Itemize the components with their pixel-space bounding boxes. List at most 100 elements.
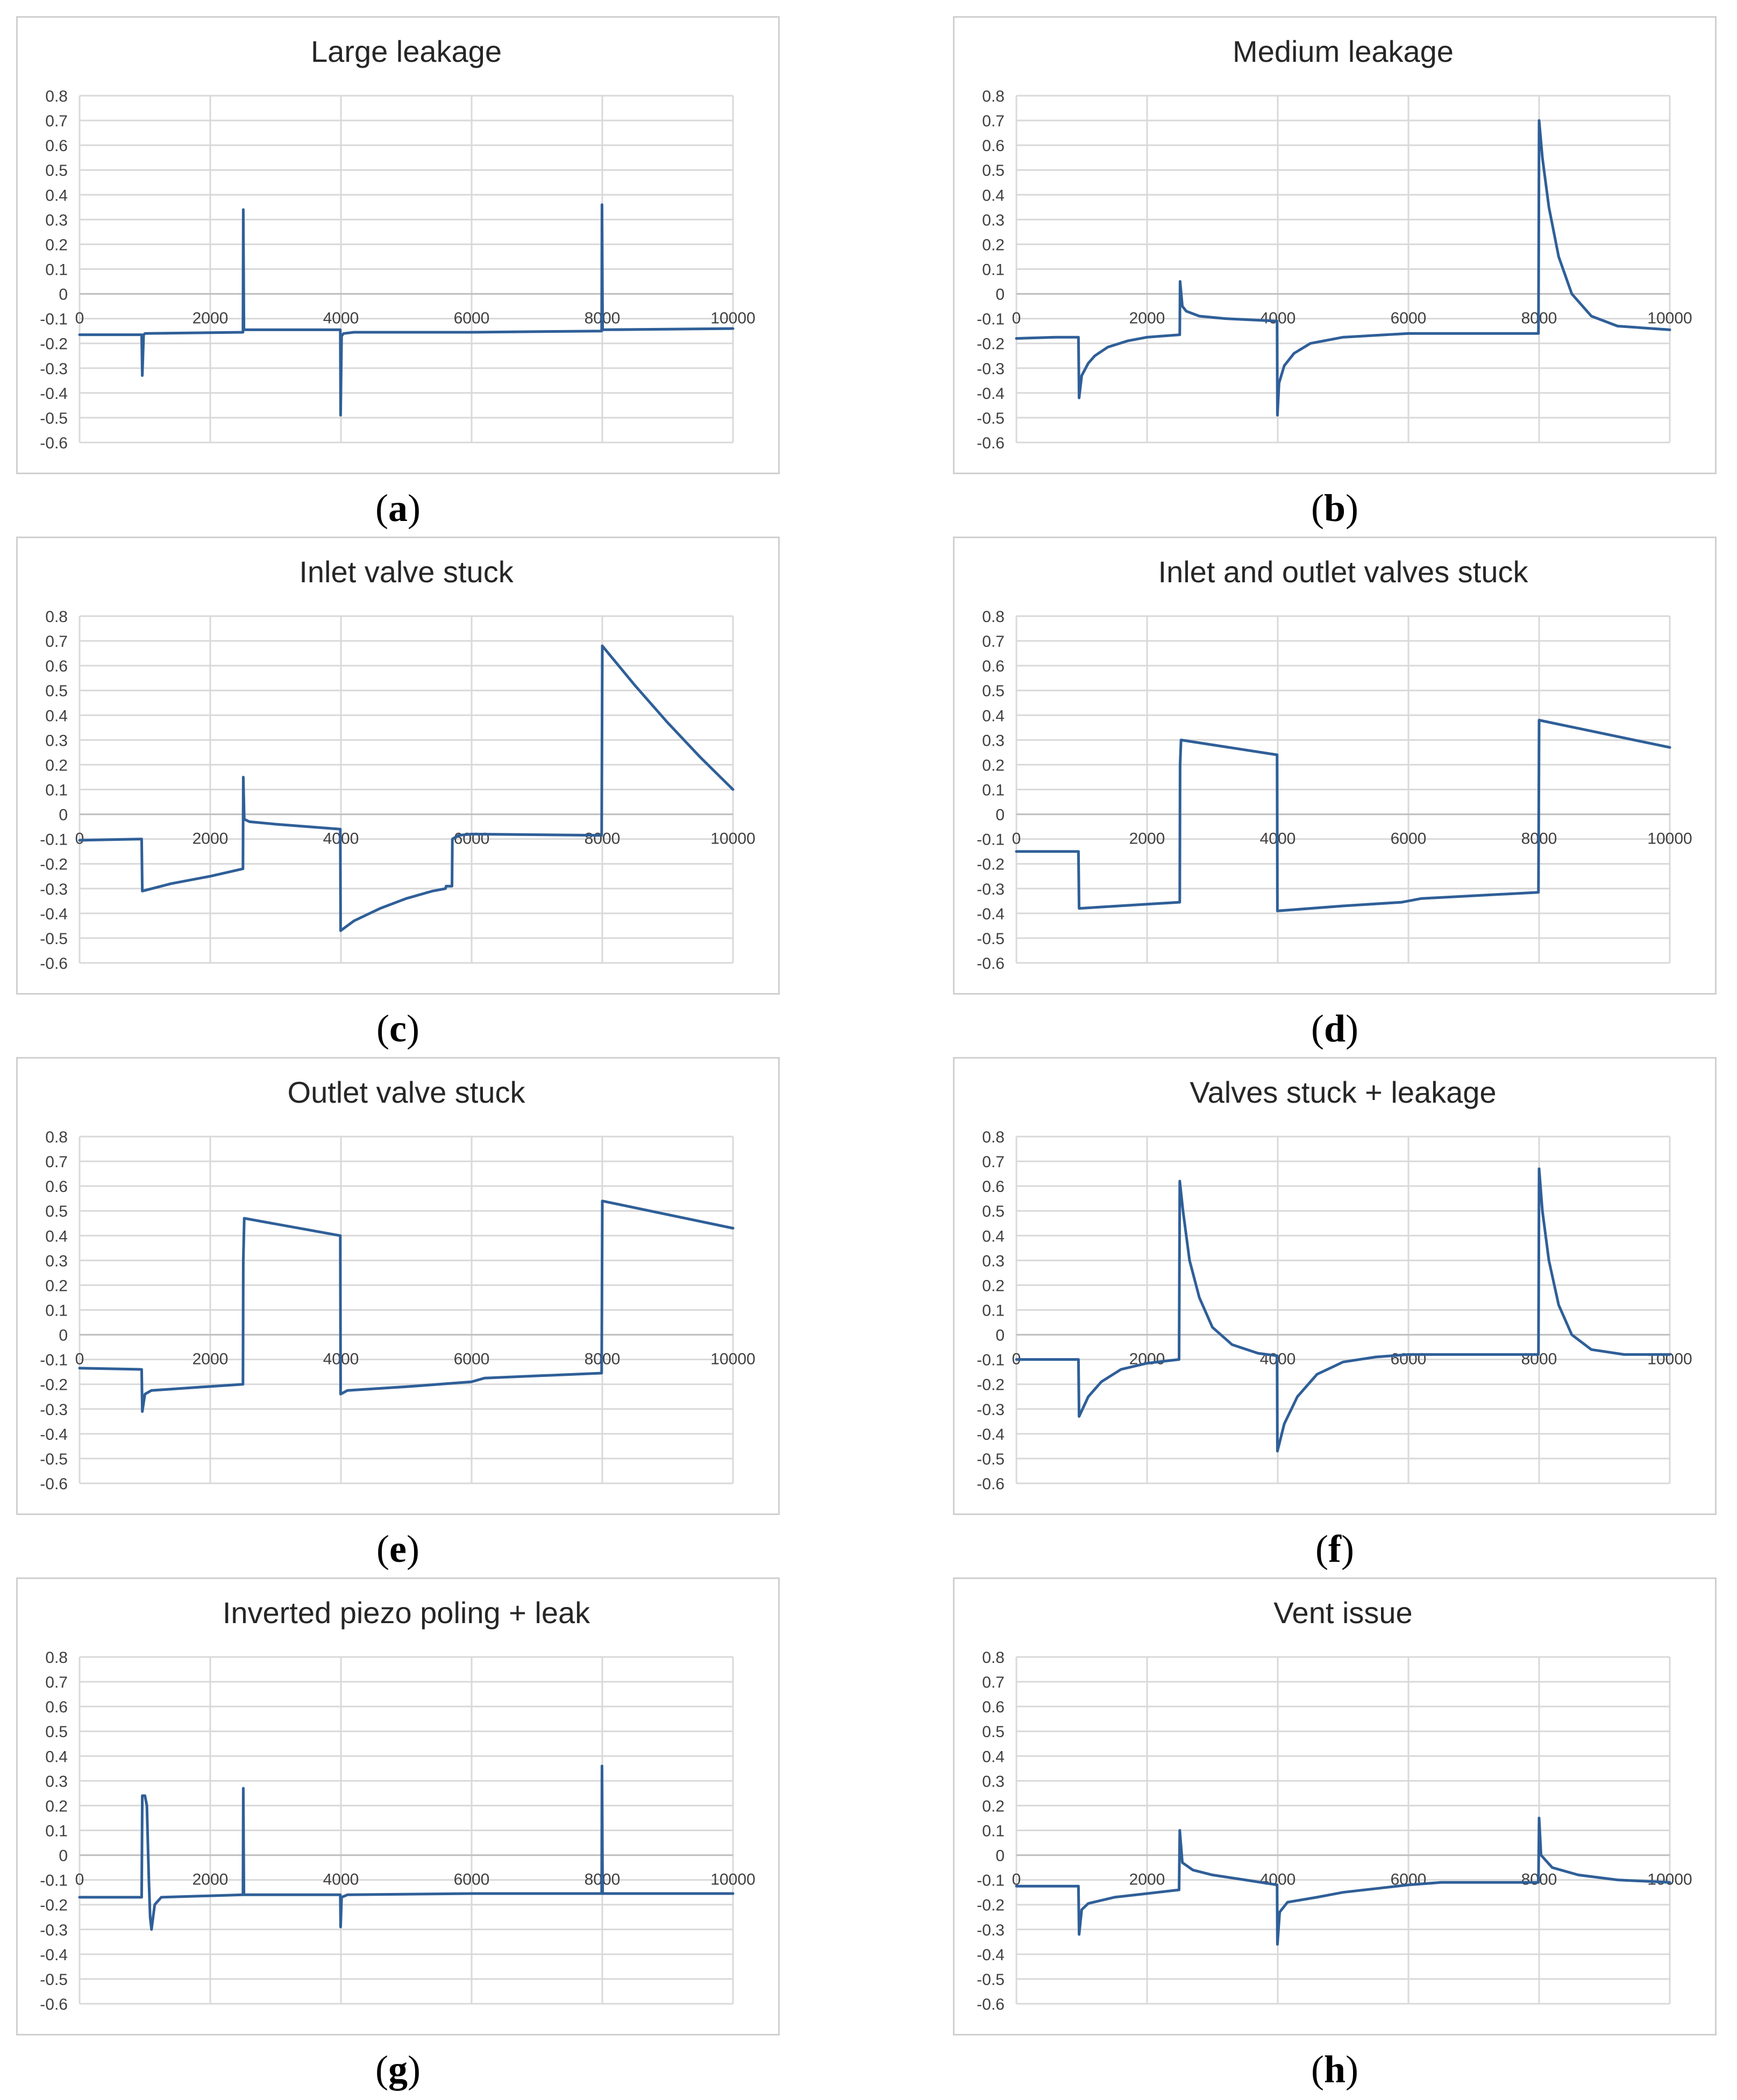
y-tick-label: -0.3 (977, 360, 1005, 378)
y-tick-label: -0.5 (40, 410, 68, 427)
y-tick-label: -0.2 (977, 335, 1005, 353)
x-tick-label: 6000 (1391, 310, 1427, 327)
y-tick-label: 0.2 (45, 1277, 68, 1295)
x-tick-label: 0 (75, 1871, 84, 1889)
y-tick-label: -0.3 (977, 881, 1005, 898)
y-tick-label: 0 (59, 1327, 68, 1345)
y-tick-label: 0.4 (982, 1227, 1005, 1245)
series-line-0 (1015, 1817, 1671, 1946)
y-tick-label: 0.2 (982, 1797, 1005, 1815)
chart-title: Valves stuck + leakage (1190, 1075, 1496, 1109)
series-line-0 (1015, 719, 1671, 912)
chart-panel-g: Inverted piezo poling + leak 0.8 0.7 0.6 0.5… (16, 1577, 780, 2035)
y-tick-label: 0.8 (45, 88, 68, 105)
panel-caption-e: (e) (376, 1527, 419, 1570)
y-tick-label: 0.3 (45, 732, 68, 749)
y-tick-label: 0.1 (982, 1302, 1005, 1320)
y-tick-label: 0.5 (45, 1723, 68, 1741)
y-tick-label: 0 (59, 1847, 68, 1865)
chart-svg-c: Inlet valve stuck 0.8 0.7 0.6 0.5 0.4 0.3 0.2 0.… (40, 555, 755, 973)
y-tick-label: 0 (995, 1327, 1005, 1345)
panel-caption-a: (a) (375, 487, 421, 530)
y-tick-label: -0.6 (40, 955, 68, 973)
y-tick-label: 0.8 (982, 608, 1005, 626)
x-tick-label: 2000 (193, 310, 229, 327)
y-tick-label: 0.2 (982, 1277, 1005, 1295)
chart-title: Outlet valve stuck (288, 1075, 526, 1109)
y-tick-label: 0.6 (45, 1178, 68, 1196)
y-tick-label: -0.4 (40, 1946, 68, 1964)
y-tick-label: 0.7 (45, 633, 68, 651)
y-tick-label: 0.6 (982, 658, 1005, 675)
panel-letter-c: c (389, 1007, 407, 1050)
y-tick-label: 0.5 (45, 1203, 68, 1220)
y-tick-label: 0.7 (45, 1153, 68, 1171)
x-tick-label: 2000 (193, 1871, 229, 1889)
y-tick-label: 0.8 (45, 1649, 68, 1667)
panel-letter-d: d (1323, 1007, 1346, 1050)
y-tick-label: 0.7 (45, 112, 68, 130)
y-tick-label: 0.1 (982, 1823, 1005, 1840)
y-tick-label: 0.5 (982, 1203, 1005, 1220)
y-tick-label: -0.2 (40, 335, 68, 353)
y-tick-label: -0.6 (977, 434, 1005, 452)
chart-panel-f: Valves stuck + leakage 0.8 0.7 0.6 0.5 0.4 0.3… (953, 1057, 1717, 1515)
chart-panel-d: Inlet and outlet valves stuck 0.8 0.7 0.6 0.… (953, 537, 1717, 995)
y-tick-label: -0.4 (977, 1946, 1005, 1964)
x-tick-label: 6000 (454, 830, 490, 848)
x-tick-label: 6000 (1391, 1351, 1427, 1368)
y-tick-label: 0.3 (45, 1252, 68, 1270)
x-tick-label: 10000 (1647, 830, 1692, 848)
chart-svg-f: Valves stuck + leakage 0.8 0.7 0.6 0.5 0.4 0.3… (977, 1075, 1692, 1493)
y-tick-label: 0.4 (45, 1748, 68, 1766)
series-line-0 (1015, 119, 1671, 417)
chart-panel-a: Large leakage 0.8 0.7 0.6 0.5 0.4 0.3 0.2 0.1 0 -0… (16, 16, 780, 474)
panel-letter-b: b (1323, 487, 1346, 530)
y-tick-label: 0.5 (982, 682, 1005, 700)
chart-svg-b: Medium leakage0.80.70.60.50.40.30.20.10-… (977, 34, 1692, 452)
chart-title: Inlet and outlet valves stuck (1158, 555, 1529, 589)
y-tick-label: 0.8 (45, 1128, 68, 1146)
y-tick-label: 0 (995, 1847, 1005, 1865)
y-tick-label: -0.6 (40, 1996, 68, 2013)
y-tick-label: 0.5 (45, 682, 68, 700)
panel-letter-f: f (1328, 1527, 1341, 1570)
panel-letter-a: a (388, 487, 408, 530)
y-tick-label: 0.5 (982, 162, 1005, 180)
series-line-0 (78, 1765, 735, 1931)
y-tick-label: 0.1 (45, 261, 68, 279)
y-tick-label: 0.4 (45, 1227, 68, 1245)
x-tick-label: 2000 (193, 830, 229, 848)
y-tick-label: 0.4 (982, 187, 1005, 204)
chart-panel-b: Medium leakage 0.8 0.7 0.6 0.5 0.4 0.3 0.2 0.1 0-… (953, 16, 1717, 474)
panel-caption-d: (d) (1311, 1007, 1358, 1050)
y-tick-label: 0.6 (982, 137, 1005, 155)
panel-caption-f: (f) (1315, 1527, 1354, 1570)
y-tick-label: -0.3 (977, 1922, 1005, 1939)
y-tick-label: -0.6 (977, 955, 1005, 973)
y-tick-label: 0.7 (982, 633, 1005, 651)
y-tick-label: 0 (995, 806, 1005, 824)
y-tick-label: -0.1 (40, 831, 68, 849)
y-tick-label: -0.1 (977, 1872, 1005, 1890)
y-tick-label: 0.2 (45, 236, 68, 254)
x-tick-label: 6000 (454, 1351, 490, 1368)
chart-panel-h: Vent issue 0.8 0.7 0.6 0.5 0.4 0.3 0.2 0.1 0 -0.1 -… (953, 1577, 1717, 2035)
chart-title: Medium leakage (1233, 34, 1454, 68)
y-tick-label: 0.4 (45, 707, 68, 725)
y-tick-label: 0 (59, 286, 68, 304)
y-tick-label: -0.5 (40, 1971, 68, 1989)
x-tick-label: 10000 (710, 830, 755, 848)
y-tick-label: -0.6 (977, 1996, 1005, 2013)
y-tick-label: 0.3 (982, 211, 1005, 229)
x-tick-label: 10000 (710, 310, 755, 327)
y-tick-label: -0.5 (977, 410, 1005, 427)
y-tick-label: -0.2 (40, 1376, 68, 1394)
y-tick-label: -0.4 (40, 1426, 68, 1444)
panel-caption-h: (h) (1311, 2048, 1358, 2091)
chart-svg-d: Inlet and outlet valves stuck 0.8 0.7 0.6 0.… (977, 555, 1692, 973)
series-line-0 (78, 203, 735, 417)
y-tick-label: 0.1 (45, 782, 68, 799)
x-tick-label: 0 (1012, 310, 1021, 327)
y-tick-label: -0.5 (977, 1451, 1005, 1468)
